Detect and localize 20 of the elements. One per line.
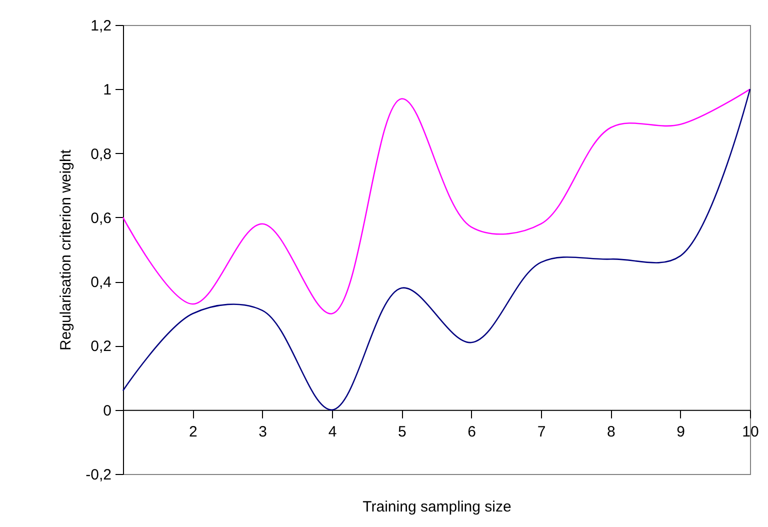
y-axis-title: Regularisation criterion weight xyxy=(58,148,75,350)
x-axis-title: Training sampling size xyxy=(362,498,512,516)
y-tick-label: 0,6 xyxy=(90,210,112,227)
x-tick-label: 7 xyxy=(537,423,546,440)
y-tick-label: 0,4 xyxy=(90,274,112,292)
y-tick-label: 0 xyxy=(103,402,112,420)
x-tick-label: 4 xyxy=(328,423,337,440)
x-tick-label: 6 xyxy=(468,423,476,440)
y-tick-label: -0,2 xyxy=(86,466,112,484)
line-series xyxy=(122,88,751,314)
y-tick-label: 1 xyxy=(103,82,112,99)
y-tick-label: 0,8 xyxy=(90,146,112,163)
x-tick-label: 10 xyxy=(742,423,759,440)
x-tick-label: 5 xyxy=(398,423,406,440)
y-tick-label: 0,2 xyxy=(90,338,112,356)
x-tick-label: 9 xyxy=(676,423,686,440)
x-tick-label: 8 xyxy=(606,423,616,440)
x-tick-label: 2 xyxy=(188,423,198,440)
x-tick-label: 3 xyxy=(258,423,268,440)
y-tick-label: 1,2 xyxy=(90,18,112,34)
